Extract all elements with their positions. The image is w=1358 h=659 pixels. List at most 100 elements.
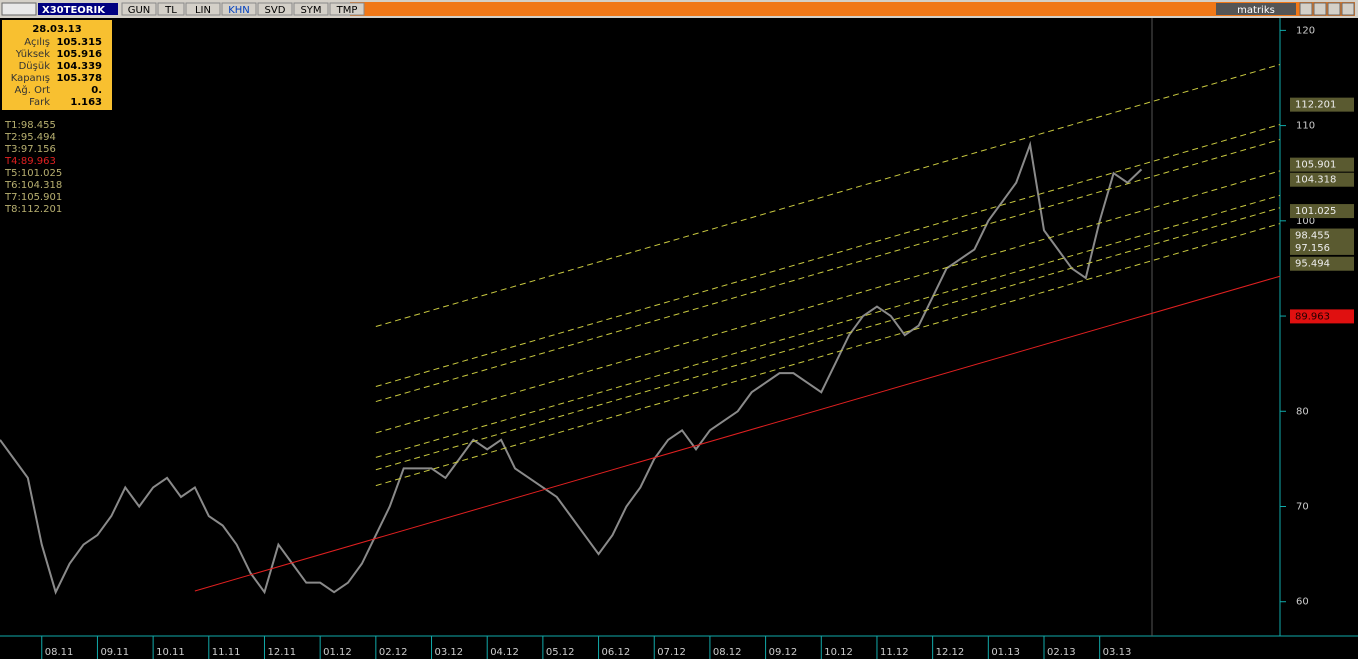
channel-line	[375, 64, 1281, 327]
price-line	[0, 140, 1143, 595]
chart-area	[0, 18, 1358, 636]
info-label: Yüksek	[15, 49, 50, 60]
level-badge-label: 95.494	[1295, 259, 1330, 270]
level-badge	[1290, 240, 1354, 255]
tool-button-label: SVD	[265, 5, 286, 16]
info-label: Açılış	[24, 37, 50, 48]
level-label: T1:98.455	[4, 120, 56, 131]
x-tick-label: 03.12	[435, 647, 464, 658]
level-label: T4:89.963	[4, 156, 56, 167]
tool-button[interactable]	[157, 2, 185, 16]
brand: matriks	[1237, 5, 1275, 16]
info-value: 105.916	[56, 49, 102, 60]
x-tick-label: 12.12	[936, 647, 965, 658]
info-value: 1.163	[70, 97, 102, 108]
level-label: T3:97.156	[4, 144, 56, 155]
tool-button[interactable]	[121, 2, 157, 16]
x-tick-label: 07.12	[657, 647, 686, 658]
info-label: Ağ. Ort	[15, 84, 51, 96]
x-tick-label: 01.13	[991, 647, 1020, 658]
level-badge-label: 98.455	[1295, 231, 1330, 242]
x-tick-label: 03.13	[1103, 647, 1132, 658]
menu-icon[interactable]	[1, 2, 37, 16]
level-badge	[1290, 172, 1354, 187]
tool-button[interactable]	[293, 2, 329, 16]
level-badge-label: 104.318	[1295, 175, 1336, 186]
level-label: T8:112.201	[4, 204, 62, 215]
channel-line	[194, 275, 1281, 592]
x-tick-label: 11.11	[212, 647, 241, 658]
level-badge	[1290, 97, 1354, 112]
channel-line	[375, 194, 1281, 458]
maximize[interactable]	[1327, 2, 1341, 16]
level-badge-label: 105.901	[1295, 160, 1336, 171]
level-label: T2:95.494	[4, 132, 56, 143]
info-label: Kapanış	[11, 73, 50, 84]
y-tick-label: 100	[1296, 216, 1315, 227]
level-badge	[1290, 256, 1354, 271]
tool-button-label: TL	[164, 5, 177, 16]
x-tick-label: 09.11	[100, 647, 129, 658]
x-tick-label: 01.12	[323, 647, 352, 658]
level-badge-label: 89.963	[1295, 311, 1330, 322]
title-bar	[350, 2, 1355, 16]
symbol-box[interactable]	[38, 3, 118, 15]
tool-button-label: GUN	[128, 5, 151, 16]
channel-line	[375, 207, 1281, 471]
level-label: T6:104.318	[4, 180, 62, 191]
tool-button-label: SYM	[300, 5, 321, 16]
window-buttons	[1299, 2, 1355, 16]
x-tick-label: 10.11	[156, 647, 185, 658]
y-tick-label: 110	[1296, 121, 1315, 132]
tool-button-label: LIN	[195, 5, 211, 16]
level-label: T5:101.025	[4, 168, 62, 179]
channel-line	[375, 223, 1281, 487]
x-tick-label: 08.12	[713, 647, 742, 658]
tool-button[interactable]	[329, 2, 365, 16]
level-badge-label: 101.025	[1295, 206, 1336, 217]
x-tick-label: 04.12	[490, 647, 519, 658]
info-date: 28.03.13	[32, 24, 81, 35]
x-tick-label: 09.12	[769, 647, 798, 658]
info-label: Düşük	[19, 61, 51, 72]
channel-line	[375, 139, 1281, 403]
x-tick-label: 02.13	[1047, 647, 1076, 658]
tool-button[interactable]	[221, 2, 257, 16]
x-tick-label: 06.12	[602, 647, 631, 658]
x-tick-label: 05.12	[546, 647, 575, 658]
brand-box	[1216, 3, 1296, 15]
x-tick-label: 02.12	[379, 647, 408, 658]
symbol: X30TEORIK	[42, 5, 106, 16]
level-badge	[1290, 204, 1354, 219]
level-label: T7:105.901	[4, 192, 62, 203]
restore[interactable]	[1313, 2, 1327, 16]
info-value: 105.315	[56, 37, 102, 48]
y-tick-label: 120	[1296, 25, 1315, 36]
x-tick-label: 10.12	[824, 647, 853, 658]
y-tick-label: 60	[1296, 597, 1309, 608]
info-value: 105.378	[56, 73, 102, 84]
tool-button[interactable]	[185, 2, 221, 16]
x-tick-label: 11.12	[880, 647, 909, 658]
level-badge-label: 97.156	[1295, 243, 1330, 254]
close[interactable]	[1341, 2, 1355, 16]
level-badge	[1290, 157, 1354, 172]
info-box	[2, 20, 112, 110]
x-tick-label: 12.11	[267, 647, 296, 658]
info-value: 0.	[91, 85, 102, 96]
channel-line	[375, 123, 1281, 387]
info-value: 104.339	[56, 61, 102, 72]
minimize[interactable]	[1299, 2, 1313, 16]
y-tick-label: 80	[1296, 406, 1309, 417]
x-tick-label: 08.11	[45, 647, 74, 658]
level-badge	[1290, 228, 1354, 243]
level-badge-label: 112.201	[1295, 100, 1336, 111]
info-label: Fark	[29, 97, 50, 108]
tool-button-label: TMP	[336, 5, 358, 16]
channel-line	[375, 170, 1281, 434]
tool-button[interactable]	[257, 2, 293, 16]
tool-button-label: KHN	[228, 5, 250, 16]
y-tick-label: 70	[1296, 501, 1309, 512]
level-badge	[1290, 309, 1354, 324]
